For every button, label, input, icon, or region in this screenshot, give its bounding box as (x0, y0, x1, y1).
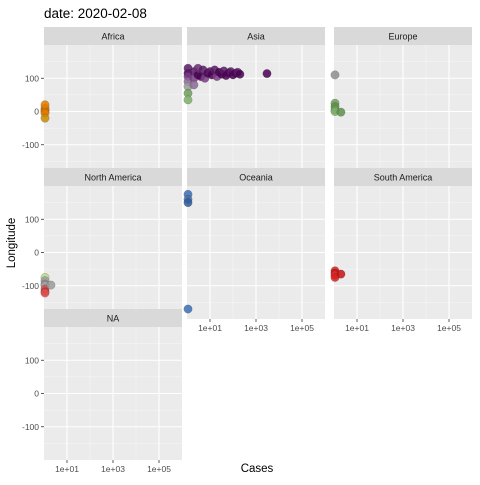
data-point (183, 304, 193, 314)
x-tick-label: 1e+05 (147, 464, 171, 474)
y-tick-label: 0 (34, 389, 39, 399)
facet-panel: NA -100 0 100 1e+01 1e+03 1e+05 (22, 309, 182, 474)
facet-panel: Europe (330, 27, 472, 178)
data-point (189, 80, 199, 90)
y-axis-title: Longitude (6, 218, 18, 269)
x-tick-label: 1e+03 (244, 323, 268, 333)
x-tick-label: 1e+01 (345, 323, 369, 333)
data-point (40, 113, 50, 123)
data-point (183, 95, 193, 105)
facet-strip (44, 168, 182, 186)
facet-strip (334, 168, 472, 186)
y-tick-label: 100 (25, 73, 39, 83)
chart-title: date: 2020-02-08 (44, 6, 147, 21)
y-tick-label: 100 (25, 355, 39, 365)
facet-strip-label: NA (107, 314, 120, 324)
facet-strip (187, 27, 325, 45)
facet-strip-label: Oceania (239, 173, 273, 183)
data-point (183, 198, 193, 208)
x-tick-label: 1e+03 (391, 323, 415, 333)
x-tick-label: 1e+03 (101, 464, 125, 474)
facet-strip (44, 309, 182, 327)
data-point (330, 70, 340, 80)
y-tick-label: -100 (22, 281, 39, 291)
data-point (336, 269, 346, 279)
facet-strip-label: Asia (247, 32, 265, 42)
facet-strip (187, 168, 325, 186)
facet-strip-label: Europe (388, 32, 417, 42)
facet-strip (44, 27, 182, 45)
y-tick-label: 0 (34, 248, 39, 258)
y-tick-label: -100 (22, 140, 39, 150)
facet-panel: North America -100 0 100 (22, 168, 182, 319)
data-point (235, 69, 245, 79)
data-point (336, 107, 346, 117)
data-point (262, 69, 272, 79)
y-tick-label: 100 (25, 214, 39, 224)
facet-strip-label: South America (374, 173, 433, 183)
x-tick-label: 1e+05 (437, 323, 461, 333)
y-tick-label: -100 (22, 422, 39, 432)
facets-layer: Africa -100 0 100 Asia Europe North America -10… (22, 27, 472, 474)
x-tick-label: 1e+01 (55, 464, 79, 474)
y-tick-label: 0 (34, 107, 39, 117)
facet-panel: Asia (183, 27, 325, 178)
x-axis-title: Cases (241, 463, 274, 475)
facet-strip-label: North America (84, 173, 141, 183)
facet-strip-label: Africa (101, 32, 124, 42)
facet-strip (334, 27, 472, 45)
facet-panel: Africa -100 0 100 (22, 27, 182, 178)
x-tick-label: 1e+01 (198, 323, 222, 333)
facet-panel: Oceania 1e+01 1e+03 1e+05 (183, 168, 325, 333)
data-point (40, 288, 50, 298)
x-tick-label: 1e+05 (290, 323, 314, 333)
data-point (40, 100, 50, 110)
data-point (46, 280, 56, 290)
facet-panel: South America 1e+01 1e+03 1e+05 (330, 168, 472, 333)
